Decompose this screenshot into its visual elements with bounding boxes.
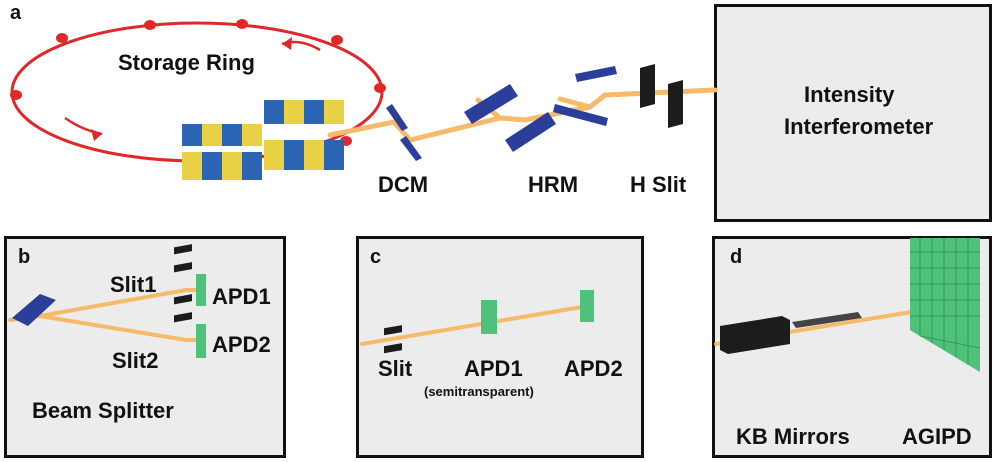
interferometer-label-line2: Interferometer — [784, 114, 934, 139]
beam-splitter-crystal — [12, 294, 56, 326]
undulator-magnets — [182, 100, 344, 180]
panel-c-box — [356, 236, 644, 458]
storage-ring-label: Storage Ring — [118, 50, 255, 75]
apd2-c-label: APD2 — [564, 356, 623, 381]
interferometer-box — [714, 4, 992, 222]
h-slit-blades — [640, 64, 683, 128]
ring-bunches — [10, 19, 386, 146]
apd1-detector — [196, 274, 206, 306]
beam-splitter-label: Beam Splitter — [32, 398, 174, 423]
agipd-label: AGIPD — [902, 424, 972, 449]
panel-b-box — [4, 236, 286, 458]
apd2-c-detector — [580, 290, 594, 322]
panel-a-letter: a — [10, 2, 22, 24]
agipd-detector — [910, 238, 981, 372]
panel-b-letter: b — [18, 246, 31, 268]
h-slit-label: H Slit — [630, 172, 687, 197]
kb-mirror-2 — [792, 312, 862, 328]
slit1-label: Slit1 — [110, 272, 157, 297]
slit-c-label: Slit — [378, 356, 413, 381]
slit1-blades — [174, 244, 192, 273]
apd1-c-detector — [481, 300, 497, 334]
apd1-label: APD1 — [212, 284, 271, 309]
kb-mirrors-label: KB Mirrors — [736, 424, 850, 449]
apd2-detector — [196, 324, 206, 358]
kb-mirror-1 — [720, 316, 790, 354]
apd2-label: APD2 — [212, 332, 271, 357]
slit-c-blades — [384, 325, 402, 354]
dcm-label: DCM — [378, 172, 429, 197]
slit2-blades — [174, 294, 192, 323]
hrm-crystals — [464, 66, 617, 152]
apd1-c-label: APD1 — [464, 356, 523, 381]
panel-c-letter: c — [370, 246, 382, 268]
panel-d-letter: d — [730, 246, 743, 268]
interferometer-label-line1: Intensity — [804, 82, 895, 107]
dcm-crystals — [386, 104, 422, 161]
apd1-c-note: (semitransparent) — [424, 384, 534, 399]
beam-c — [360, 304, 590, 346]
slit2-label: Slit2 — [112, 348, 159, 373]
hrm-label: HRM — [528, 172, 579, 197]
